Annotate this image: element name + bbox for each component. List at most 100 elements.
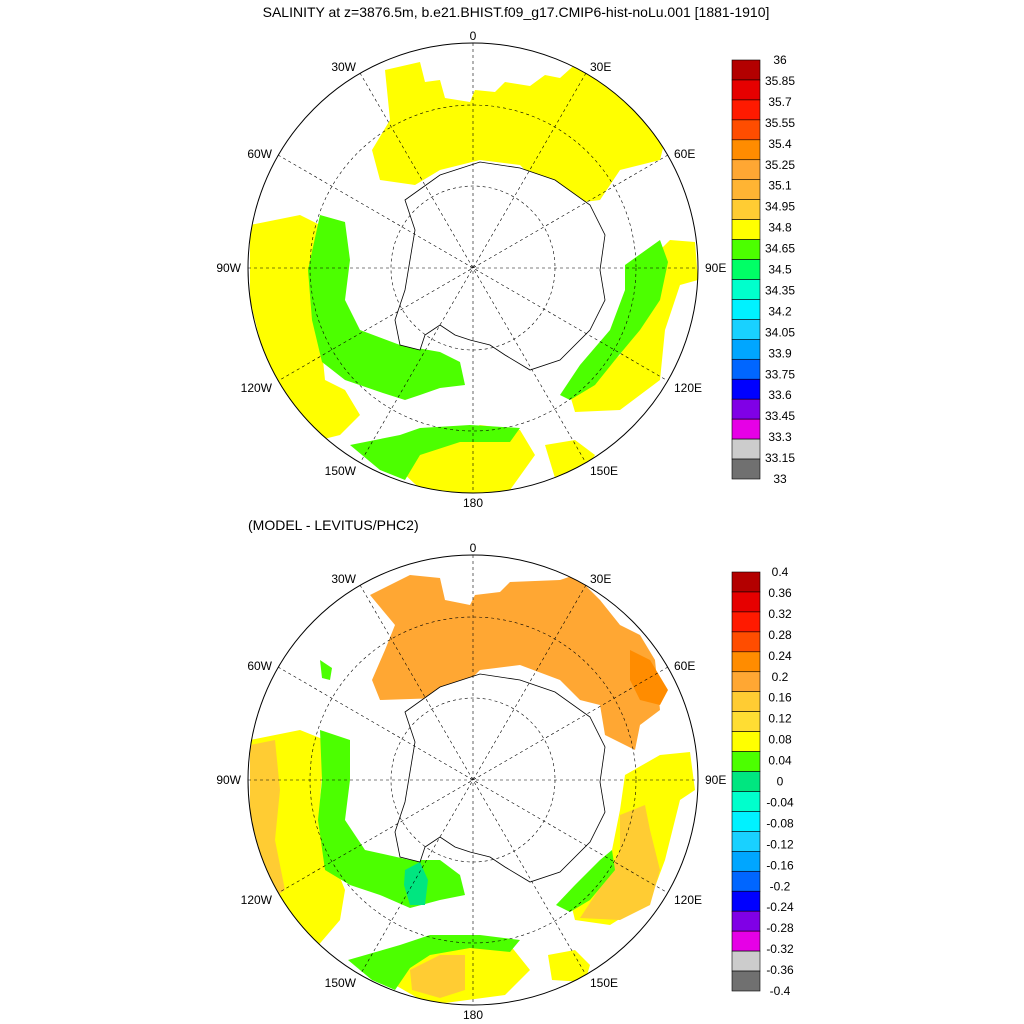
lon-label-60e: 60E [674,147,695,161]
green-region-northwest-diff [320,660,332,680]
difference-colorbar-swatch-5 [731,671,761,693]
difference-colorbar-tick-label: 0.08 [768,733,792,747]
salinity-colorbar-tick-label: 35.1 [768,179,792,193]
lon-label-90e-diff: 90E [705,773,726,787]
map-boundary [247,42,699,494]
difference-map: 0 180 90W 90E 30W 60W 30E 60E 120W 150W … [216,541,726,1022]
difference-colorbar-tick-label: -0.32 [766,942,794,956]
salinity-colorbar-tick-label: 35.55 [765,116,795,130]
salinity-colorbar-tick-label: 33.6 [768,388,792,402]
difference-colorbar-swatch-19 [731,950,761,972]
difference-subtitle: (MODEL - LEVITUS/PHC2) [248,517,419,533]
lon-label-150e: 150E [590,464,618,478]
difference-colorbar-swatch-16 [731,890,761,912]
difference-colorbar-tick-label: 0.24 [768,649,792,663]
light-orange-region-pacific [410,955,465,998]
salinity-colorbar-swatch-8 [731,219,761,240]
salinity-colorbar-tick-label: 34.95 [765,200,795,214]
orange-region-atlantic [370,575,660,750]
salinity-colorbar-tick-label: 33.15 [765,451,795,465]
lon-label-0: 0 [470,29,477,43]
salinity-colorbar-tick-label: 35.25 [765,158,795,172]
salinity-colorbar-swatch-17 [731,398,761,420]
lon-label-120w: 120W [241,381,273,395]
difference-colorbar-tick-label: -0.2 [770,879,791,893]
lon-label-90e: 90E [705,261,726,275]
difference-colorbar-tick-label: -0.36 [766,963,794,977]
difference-colorbar-tick-label: 0 [777,775,784,789]
figure-title: SALINITY at z=3876.5m, b.e21.BHIST.f09_g… [263,4,770,20]
difference-colorbar-swatch-3 [731,631,761,653]
lon-label-0-diff: 0 [470,541,477,555]
salinity-colorbar-swatch-19 [731,438,761,460]
graticule [248,43,698,493]
salinity-colorbar-swatch-1 [731,79,761,101]
difference-colorbar-swatch-11 [731,791,761,812]
salinity-colorbar-swatch-18 [731,418,761,440]
difference-colorbar-tick-label: 0.04 [768,754,792,768]
salinity-colorbar-swatch-10 [731,259,761,280]
green-region-pacific [350,425,520,480]
yellow-region-pacific [400,425,535,493]
difference-colorbar-tick-label: 0.2 [772,670,789,684]
difference-colorbar-tick-label: -0.04 [766,795,794,809]
lon-label-90w-diff: 90W [216,773,241,787]
dark-orange-patch [630,650,668,705]
difference-colorbar-tick-label: 0.16 [768,691,792,705]
salinity-colorbar-swatch-0 [731,59,761,81]
salinity-colorbar-tick-label: 33.9 [768,346,792,360]
salinity-colorbar-swatch-15 [731,358,761,380]
difference-colorbar-swatch-12 [731,811,761,832]
salinity-colorbar-tick-label: 34.5 [768,263,792,277]
lon-label-120e-diff: 120E [674,893,702,907]
difference-colorbar-tick-label: 0.36 [768,586,792,600]
salinity-colorbar-tick-label: 35.85 [765,74,795,88]
salinity-colorbar-tick-label: 34.35 [765,283,795,297]
difference-colorbar-tick-label: -0.16 [766,858,794,872]
salinity-colorbar-swatch-6 [731,179,761,200]
difference-colorbar-tick-label: -0.08 [766,816,794,830]
salinity-colorbar-tick-label: 33 [773,472,787,486]
difference-colorbar: 0.4 0.36 0.32 0.28 0.24 0.2 0.16 0.12 0.08 0.04 0 -… [731,565,794,998]
salinity-colorbar-swatch-20 [731,458,761,480]
difference-colorbar-tick-label: -0.24 [766,900,794,914]
sea-green-patch [404,862,428,905]
lon-label-180: 180 [463,496,483,510]
difference-colorbar-swatch-9 [731,751,761,772]
salinity-colorbar-tick-label: 34.65 [765,242,795,256]
yellow-region-southeast-diff [548,950,590,982]
difference-colorbar-tick-label: 0.28 [768,628,792,642]
lon-label-60w-diff: 60W [247,659,272,673]
difference-colorbar-tick-label: 0.32 [768,607,792,621]
salinity-colorbar-tick-label: 36 [773,53,787,67]
difference-colorbar-tick-label: -0.12 [766,837,794,851]
salinity-colorbar-tick-label: 34.05 [765,325,795,339]
difference-colorbar-swatch-8 [731,731,761,752]
yellow-region-southeast [545,440,595,478]
salinity-colorbar: 36 35.85 35.7 35.55 35.4 35.25 35.1 34.95 34.8 34… [731,53,795,486]
lon-label-150w: 150W [325,464,357,478]
salinity-colorbar-swatch-7 [731,199,761,220]
salinity-colorbar-swatch-16 [731,378,761,400]
lon-label-30e-diff: 30E [590,572,611,586]
difference-colorbar-swatch-1 [731,591,761,613]
lon-label-180-diff: 180 [463,1008,483,1022]
lon-label-60e-diff: 60E [674,659,695,673]
difference-colorbar-swatch-0 [731,571,761,593]
salinity-colorbar-swatch-3 [731,119,761,141]
lon-label-90w: 90W [216,261,241,275]
difference-colorbar-tick-label: -0.28 [766,921,794,935]
lon-label-30w: 30W [331,60,356,74]
difference-colorbar-swatch-7 [731,711,761,732]
salinity-colorbar-tick-label: 33.45 [765,409,795,423]
difference-colorbar-swatch-10 [731,771,761,792]
map-boundary-diff [247,554,699,1006]
lon-label-150w-diff: 150W [325,976,357,990]
salinity-colorbar-swatch-12 [731,299,761,320]
salinity-colorbar-tick-label: 33.3 [768,430,792,444]
difference-colorbar-swatch-4 [731,651,761,673]
difference-colorbar-swatch-20 [731,970,761,992]
graticule-diff [248,555,698,1005]
salinity-colorbar-tick-label: 34.8 [768,221,792,235]
lon-label-150e-diff: 150E [590,976,618,990]
